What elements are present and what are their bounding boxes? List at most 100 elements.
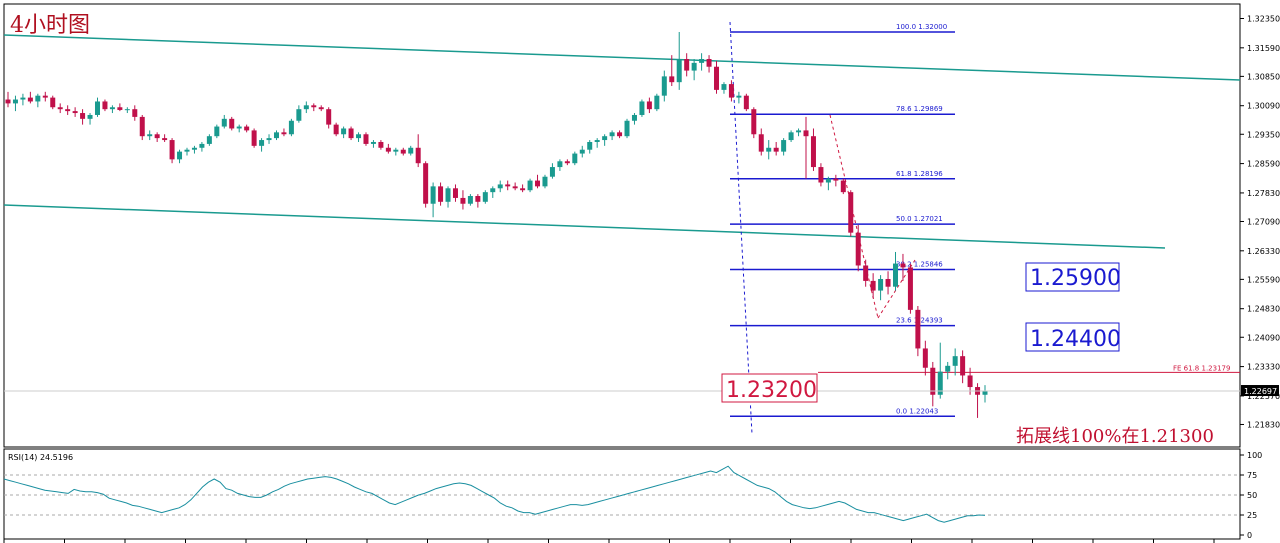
rsi-label: RSI(14) 24.5196 [8, 453, 73, 462]
main-chart-frame [3, 3, 1241, 448]
annotation-box-1-text: 1.25900 [1030, 266, 1121, 291]
candle-body [42, 95, 48, 98]
candle-body [445, 188, 451, 202]
candle-body [878, 278, 884, 291]
rsi-tick-label: 75 [1247, 471, 1257, 480]
candle-body [728, 84, 734, 98]
price-tick-label: 1.21830 [1247, 420, 1280, 429]
time-axis [3, 539, 1215, 543]
rsi-tick-label: 0 [1247, 531, 1252, 540]
candle-body [930, 367, 936, 395]
candle-body [162, 138, 168, 141]
candle-body [12, 99, 18, 104]
candle-body [50, 97, 56, 108]
candle-body [900, 263, 906, 268]
annotation-box-3-frame [721, 373, 818, 403]
chart-title: 4小时图 [10, 13, 90, 38]
fib-expansion-diagonal-1 [829, 114, 879, 319]
candle-body [452, 188, 458, 198]
candle-body [244, 126, 250, 131]
candle-body [535, 180, 541, 187]
price-tick-label: 1.22570 [1247, 392, 1280, 401]
candle-body [147, 134, 153, 137]
candle-body [833, 178, 839, 181]
candle-body [326, 109, 332, 125]
price-tick-label: 1.27090 [1247, 217, 1280, 226]
current-price-tag-bg [1241, 385, 1279, 397]
candle-body [527, 180, 533, 191]
candle-body [482, 192, 488, 202]
price-tick-label: 1.24830 [1247, 305, 1280, 314]
candle-body [773, 147, 779, 152]
candle-body [870, 280, 876, 291]
candle-body [80, 113, 86, 119]
candle-body [438, 186, 444, 202]
candle-body [318, 107, 324, 110]
candle-body [639, 101, 645, 115]
candle-body [967, 375, 973, 388]
rsi-panel-frame [3, 448, 1241, 540]
candle-body [296, 109, 302, 121]
candle-body [617, 132, 623, 137]
candle-body [863, 265, 869, 281]
candle-body [803, 130, 809, 137]
fib-level-label: 100.0 1.32000 [896, 23, 947, 31]
candle-body [609, 132, 615, 137]
candle-body [669, 76, 675, 83]
candle-body [751, 109, 757, 135]
candle-body [699, 59, 705, 63]
candle-body [460, 197, 466, 204]
annotation-box-3-text: 1.23200 [726, 378, 817, 403]
candle-body [706, 59, 712, 67]
candle-body [311, 105, 317, 108]
candle-body [490, 188, 496, 193]
candle-body [766, 147, 772, 152]
current-price-value: 1.22697 [1244, 387, 1277, 396]
candle-body [169, 140, 175, 160]
extension-note: 拓展线100%在1.21300 [1016, 426, 1214, 447]
candle-body [781, 140, 787, 152]
candle-body [520, 188, 526, 191]
candle-body [676, 59, 682, 83]
candle-body [393, 149, 399, 152]
candle-body [661, 76, 667, 96]
price-tick-label: 1.30850 [1247, 72, 1280, 81]
candle-body [94, 101, 100, 115]
candle-body [915, 309, 921, 349]
candle-body [199, 143, 205, 148]
candle-body [587, 141, 593, 150]
candle-body [221, 118, 227, 127]
candle-body [721, 84, 727, 90]
fib-level-label: 78.6 1.29869 [896, 105, 943, 113]
candle-body [952, 356, 958, 366]
candle-body [497, 184, 503, 189]
candle-body [124, 109, 130, 111]
candle-body [684, 59, 690, 71]
candle-body [400, 149, 406, 154]
candle-body [810, 136, 816, 168]
candle-body [251, 130, 257, 146]
candle-body [72, 111, 78, 114]
candle-body [281, 132, 287, 135]
candle-body [788, 132, 794, 141]
rsi-axis: 100 75 50 25 0 [1240, 451, 1262, 540]
candle-body [370, 141, 376, 144]
price-tick-label: 1.27830 [1247, 189, 1280, 198]
candle-body [602, 136, 608, 141]
candle-body [945, 365, 951, 372]
candle-body [557, 161, 563, 168]
candle-body [467, 196, 473, 204]
candle-body [691, 62, 697, 71]
candle-body [65, 109, 71, 112]
price-tick-label: 1.29350 [1247, 130, 1280, 139]
rsi-tick-label: 100 [1247, 451, 1262, 460]
candle-body [960, 356, 966, 376]
annotation-box-1: 1.25900 [1025, 262, 1121, 292]
candle-body [266, 138, 272, 141]
candle-body [132, 109, 138, 117]
candle-body [57, 107, 63, 110]
fe-level-label: FE 61.8 1.23179 [1173, 364, 1230, 372]
candle-body [646, 101, 652, 110]
candle-body [20, 97, 26, 100]
candle-body [408, 147, 414, 154]
